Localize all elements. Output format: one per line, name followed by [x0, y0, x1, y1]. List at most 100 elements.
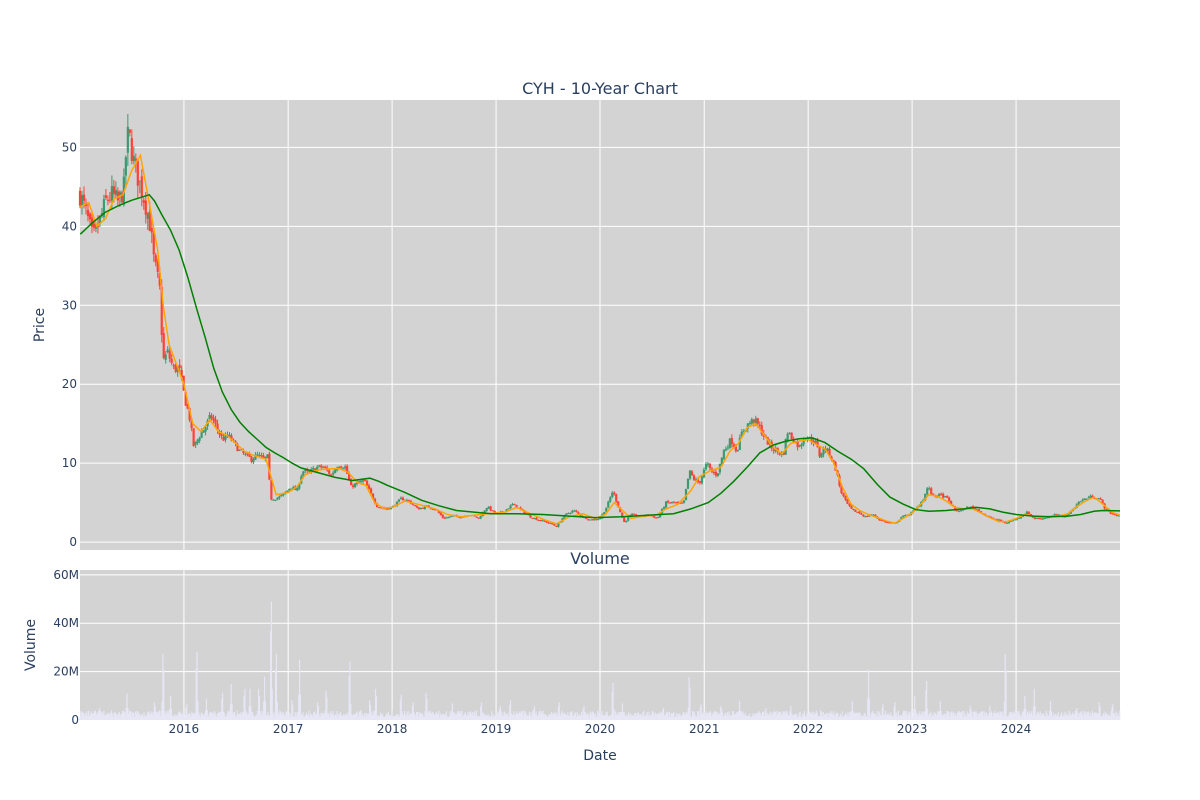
volume-bar — [703, 715, 705, 720]
volume-bar — [892, 716, 894, 720]
volume-bar — [743, 714, 745, 720]
candle-body — [405, 500, 409, 502]
volume-bar — [995, 713, 997, 720]
volume-bar — [146, 711, 149, 720]
volume-bar — [739, 711, 741, 720]
volume-bar — [964, 715, 966, 720]
candle-body — [154, 255, 157, 263]
candle-body — [369, 488, 373, 494]
volume-bar — [424, 711, 426, 720]
candle-body — [708, 463, 712, 468]
volume-bar — [87, 715, 89, 720]
price-gridlines — [80, 100, 1120, 550]
volume-bar — [229, 704, 231, 720]
volume-bar — [388, 715, 390, 720]
volume-bar — [682, 712, 684, 720]
volume-bar — [380, 712, 382, 720]
volume-bar — [171, 714, 173, 720]
volume-bar — [855, 713, 857, 720]
volume-bar — [244, 688, 246, 720]
volume-bar — [950, 711, 953, 720]
volume-bar — [1112, 704, 1114, 720]
volume-bar — [748, 715, 750, 720]
volume-bar — [387, 712, 390, 720]
candle-body — [212, 417, 215, 421]
volume-bar — [896, 712, 898, 720]
volume-bar — [1043, 713, 1045, 720]
candle-body — [266, 454, 269, 458]
candle-body — [208, 415, 211, 420]
volume-bar — [381, 713, 384, 720]
volume-bar — [801, 716, 803, 720]
volume-bar — [1031, 715, 1034, 720]
volume-bar — [631, 715, 633, 720]
volume-bar — [937, 711, 940, 720]
volume-bar — [633, 713, 636, 720]
candle-body — [800, 444, 803, 447]
volume-bar — [1028, 711, 1030, 720]
volume-bar — [491, 711, 493, 720]
candle-body — [296, 488, 299, 491]
candle-body — [148, 211, 151, 231]
candle-body — [130, 138, 133, 161]
volume-bar — [88, 716, 90, 720]
volume-bar — [374, 688, 377, 720]
volume-bar — [836, 713, 838, 720]
volume-bar — [449, 711, 451, 720]
volume-bar — [984, 711, 986, 720]
volume-bar — [91, 713, 93, 720]
volume-bar — [928, 713, 930, 720]
volume-bar — [825, 713, 827, 720]
volume-bar — [1101, 715, 1103, 720]
volume-bar — [211, 713, 214, 720]
candle-body — [874, 514, 877, 517]
volume-bar — [465, 715, 467, 720]
volume-bar — [704, 715, 706, 720]
candle-body — [816, 440, 819, 448]
candle-body — [194, 441, 197, 445]
volume-bar — [228, 712, 231, 720]
volume-bar — [499, 706, 501, 720]
candle-body — [607, 501, 610, 508]
volume-bar — [440, 715, 442, 720]
volume-bar — [224, 716, 226, 720]
candle-body — [1117, 515, 1120, 517]
volume-bar — [619, 711, 621, 720]
volume-bar — [140, 716, 142, 720]
volume-bar — [600, 714, 602, 720]
volume-bar — [398, 716, 401, 720]
volume-bar — [380, 714, 383, 720]
volume-bar — [486, 715, 489, 720]
volume-bar — [616, 714, 618, 720]
volume-bar — [1070, 716, 1072, 720]
candle-body — [270, 480, 273, 500]
candle-body — [413, 505, 416, 507]
volume-bar — [345, 713, 348, 720]
volume-bar — [751, 715, 753, 720]
candle-body — [995, 519, 999, 521]
volume-bar — [1044, 716, 1046, 720]
volume-bar — [609, 715, 611, 720]
volume-bar — [431, 712, 433, 720]
candle-body — [593, 519, 596, 521]
volume-bar — [669, 716, 671, 720]
volume-bar — [128, 713, 130, 720]
volume-bar — [633, 716, 635, 720]
volume-bar — [886, 714, 888, 720]
volume-bar — [785, 710, 788, 720]
candle-body — [902, 515, 905, 518]
volume-bar — [84, 712, 86, 720]
candle-body — [975, 509, 979, 511]
volume-bar — [990, 712, 992, 720]
volume-bar — [351, 714, 353, 720]
volume-bar — [826, 713, 828, 720]
volume-bar — [476, 716, 478, 720]
volume-bar — [384, 716, 386, 720]
candle-body — [810, 437, 813, 442]
volume-bar — [1090, 713, 1092, 720]
volume-x-tick-label: 2016 — [169, 722, 200, 736]
volume-bar — [314, 711, 316, 720]
volume-bar — [972, 716, 974, 720]
volume-bar — [315, 714, 317, 720]
